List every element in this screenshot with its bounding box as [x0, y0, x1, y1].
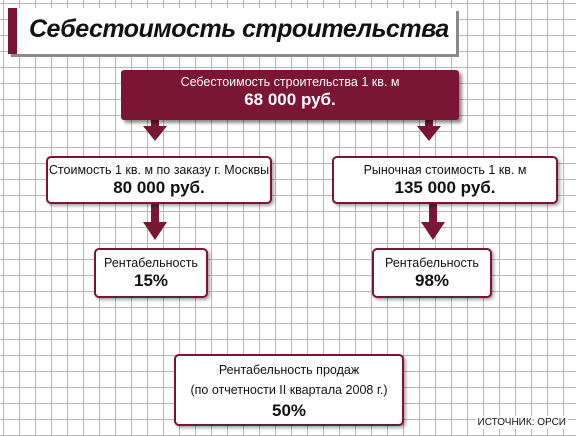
arrow-market-to-profit [421, 204, 445, 240]
arrow-moscow-to-profit [143, 204, 167, 240]
sales-profitability-label: Рентабельность продаж [218, 363, 360, 377]
profitability-left-value: 15% [133, 271, 169, 290]
market-price-box: Рыночная стоимость 1 кв. м 135 000 руб. [332, 156, 558, 204]
construction-cost-value: 68 000 руб. [244, 90, 336, 109]
arrow-cost-to-market [417, 120, 441, 141]
moscow-price-value: 80 000 руб. [113, 178, 205, 197]
sales-profitability-period: (по отчетности II квартала 2008 г.) [190, 383, 388, 397]
moscow-price-label: Стоимость 1 кв. м по заказу г. Москвы [48, 163, 270, 177]
profitability-right-value: 98% [414, 271, 450, 290]
moscow-price-box: Стоимость 1 кв. м по заказу г. Москвы 80… [46, 156, 272, 204]
profitability-left-box: Рентабельность 15% [94, 248, 208, 298]
profitability-right-box: Рентабельность 98% [372, 248, 492, 298]
arrow-cost-to-moscow [143, 120, 167, 141]
market-price-value: 135 000 руб. [394, 178, 496, 197]
construction-cost-box: Себестоимость строительства 1 кв. м 68 0… [121, 70, 459, 120]
sales-profitability-value: 50% [271, 401, 307, 420]
sales-profitability-box: Рентабельность продаж (по отчетности II … [174, 354, 404, 426]
page-title: Себестоимость строительства [29, 15, 449, 43]
market-price-label: Рыночная стоимость 1 кв. м [363, 163, 527, 177]
source-note: ИСТОЧНИК: ОРСИ [475, 416, 568, 429]
title-panel: Себестоимость строительства [8, 8, 456, 54]
construction-cost-label: Себестоимость строительства 1 кв. м [180, 75, 400, 89]
profitability-left-label: Рентабельность [104, 256, 198, 270]
profitability-right-label: Рентабельность [385, 256, 479, 270]
